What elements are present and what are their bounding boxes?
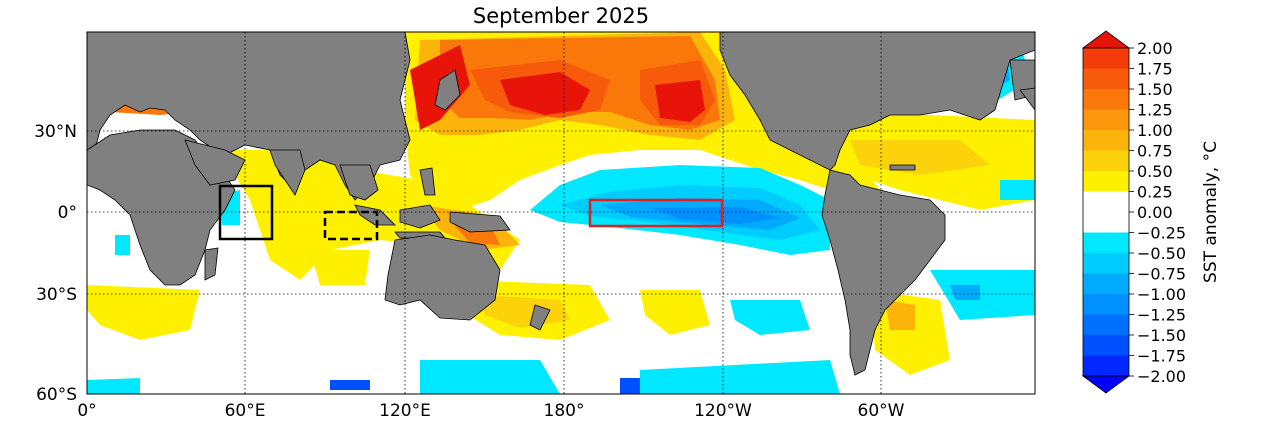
lon-label-60e: 60°E bbox=[225, 401, 266, 421]
anomaly-field bbox=[87, 32, 1035, 394]
colorbar-tick-label: 1.00 bbox=[1137, 121, 1173, 140]
colorbar-tick-label: −1.00 bbox=[1137, 285, 1186, 304]
colorbar-tick-label: 1.25 bbox=[1137, 101, 1173, 120]
lon-label-180: 180° bbox=[544, 401, 585, 421]
map-title: September 2025 bbox=[472, 4, 650, 28]
colorbar-tick-label: 0.50 bbox=[1137, 162, 1173, 181]
lat-label-0: 0° bbox=[58, 203, 77, 223]
colorbar-segment bbox=[1083, 232, 1129, 254]
colorbar-min-arrow bbox=[1081, 375, 1131, 394]
map-frame bbox=[86, 31, 1036, 395]
colorbar-label: SST anomaly, °C bbox=[1201, 141, 1221, 283]
colorbar-max-arrow bbox=[1081, 30, 1131, 49]
colorbar-tick-label: −1.75 bbox=[1137, 347, 1186, 366]
south-america-land bbox=[821, 169, 946, 376]
colorbar-tick-label: 0.00 bbox=[1137, 203, 1173, 222]
lat-label-60s: 60°S bbox=[36, 385, 77, 405]
colorbar-segment bbox=[1083, 48, 1129, 69]
colorbar-tick-label: −1.25 bbox=[1137, 306, 1186, 325]
colorbar-segment bbox=[1083, 89, 1129, 110]
latitude-labels: 30°N 0° 30°S 60°S bbox=[34, 122, 77, 405]
colorbar-tick-label: 0.25 bbox=[1137, 183, 1173, 202]
lon-label-60w: 60°W bbox=[858, 401, 905, 421]
colorbar-segment bbox=[1083, 273, 1129, 295]
colorbar-segment bbox=[1083, 355, 1129, 377]
longitude-labels: 0° 60°E 120°E 180° 120°W 60°W bbox=[77, 401, 904, 421]
north-america-land bbox=[719, 32, 1035, 171]
australia-land bbox=[384, 234, 501, 321]
cold-anomalies bbox=[87, 40, 1035, 394]
colorbar-segment bbox=[1083, 130, 1129, 151]
colorbar-tick-label: −2.00 bbox=[1137, 367, 1186, 386]
grid-lines bbox=[87, 32, 1035, 394]
eastern-indian-ocean-box bbox=[323, 210, 379, 241]
colorbar-tick-label: 1.75 bbox=[1137, 60, 1173, 79]
lon-label-120w: 120°W bbox=[694, 401, 752, 421]
colorbar: 2.00 1.751.50 1.251.00 0.750.50 0.250.00 −0.2… bbox=[1081, 30, 1186, 394]
colorbar-tick-label: −0.25 bbox=[1137, 224, 1186, 243]
lon-label-0: 0° bbox=[77, 401, 96, 421]
colorbar-tick-label: −0.75 bbox=[1137, 265, 1186, 284]
colorbar-segment bbox=[1083, 294, 1129, 315]
land-masses bbox=[87, 32, 1035, 376]
lon-label-120e: 120°E bbox=[379, 401, 431, 421]
madagascar-land bbox=[204, 247, 219, 281]
colorbar-segment bbox=[1083, 191, 1129, 213]
india-land bbox=[269, 149, 306, 196]
colorbar-tick-label: −0.50 bbox=[1137, 244, 1186, 263]
lat-label-30s: 30°S bbox=[36, 285, 77, 305]
colorbar-segment bbox=[1083, 335, 1129, 356]
colorbar-segment bbox=[1083, 171, 1129, 192]
colorbar-segment bbox=[1083, 150, 1129, 172]
colorbar-segment bbox=[1083, 253, 1129, 274]
colorbar-segment bbox=[1083, 212, 1129, 233]
colorbar-tick-label: −1.50 bbox=[1137, 326, 1186, 345]
western-indian-ocean-box bbox=[218, 184, 274, 241]
colorbar-tick-label: 2.00 bbox=[1137, 39, 1173, 58]
colorbar-tick-label: 1.50 bbox=[1137, 80, 1173, 99]
colorbar-segment bbox=[1083, 68, 1129, 90]
colorbar-segment bbox=[1083, 109, 1129, 131]
lat-label-30n: 30°N bbox=[34, 122, 77, 142]
colorbar-segment bbox=[1083, 314, 1129, 336]
nino34-box bbox=[588, 198, 724, 228]
colorbar-tick-label: 0.75 bbox=[1137, 142, 1173, 161]
